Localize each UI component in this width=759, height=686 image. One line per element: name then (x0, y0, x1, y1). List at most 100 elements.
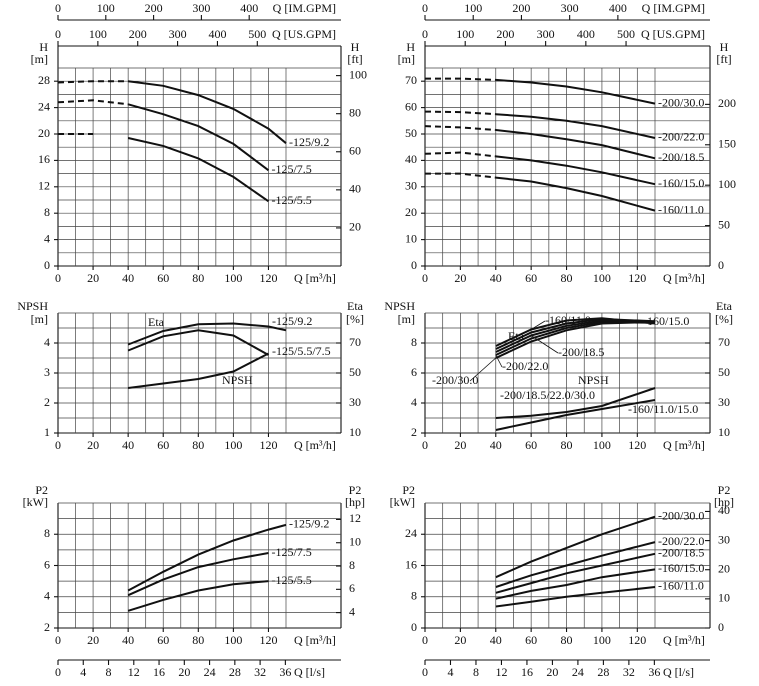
curve-dashed (57, 80, 129, 84)
y-tick-label: 8 (44, 205, 50, 219)
y2-tick-label: 10 (718, 591, 730, 605)
curve-label: -125/5.5 (271, 573, 311, 587)
top-tick-label: 500 (617, 27, 635, 41)
x-tick-label: 120 (628, 271, 646, 285)
curve (495, 552, 656, 594)
curve (495, 129, 656, 160)
y2-tick-label: 40 (349, 182, 361, 196)
x-tick-label: 100 (593, 633, 611, 647)
bottom-tick-label: 12 (128, 665, 140, 679)
y-tick-label: 1 (44, 425, 50, 439)
x-tick-label: 80 (192, 271, 204, 285)
x-tick-label: 60 (157, 633, 169, 647)
curve (127, 329, 269, 356)
curve (495, 176, 656, 212)
y2-tick-label: 0 (718, 258, 724, 272)
x-tick-label: 20 (454, 438, 466, 452)
x-tick-label: 100 (224, 633, 242, 647)
y-tick-label: 4 (44, 335, 50, 349)
leader-line (530, 320, 546, 330)
y-tick-label: 20 (38, 126, 50, 140)
y-tick-label: 6 (411, 365, 417, 379)
bottom-tick-label: 16 (153, 665, 165, 679)
y-tick-label: 8 (44, 526, 50, 540)
x-tick-label: 40 (490, 438, 502, 452)
curve-label: -200/22.0 (658, 130, 704, 144)
top-tick-label: 400 (609, 1, 627, 15)
curve-dashed (424, 125, 496, 131)
annotation: Eta (508, 329, 525, 343)
curve (495, 113, 656, 139)
x-tick-label: 40 (122, 438, 134, 452)
y-tick-label: 50 (405, 126, 417, 140)
curve-label: -200/22.0 (502, 359, 548, 373)
bottom-tick-label: 24 (204, 665, 216, 679)
curve-dashed (424, 110, 496, 116)
y2-axis-unit: [hp] (714, 495, 734, 509)
y2-tick-label: 20 (349, 220, 361, 234)
y2-tick-label: 6 (349, 581, 355, 595)
bottom-tick-label: 20 (546, 665, 558, 679)
top-tick-label: 0 (55, 27, 61, 41)
y2-axis-label: H (720, 40, 729, 54)
x-tick-label: 0 (55, 633, 61, 647)
x-tick-label: 0 (422, 438, 428, 452)
top-tick-label: 0 (55, 1, 61, 15)
y-tick-label: 16 (38, 152, 50, 166)
y-axis-label: NPSH (384, 299, 415, 313)
annotation: Eta (148, 315, 165, 329)
y-tick-label: 2 (44, 620, 50, 634)
y2-tick-label: 20 (718, 561, 730, 575)
y-tick-label: 8 (411, 335, 417, 349)
curve-label: -160/11.0 (658, 202, 704, 216)
y-tick-label: 24 (405, 526, 417, 540)
top-tick-label: 400 (240, 1, 258, 15)
leader-line (495, 354, 503, 368)
x-tick-label: 120 (259, 633, 277, 647)
y-axis-label: H (406, 40, 415, 54)
bottom-tick-label: 8 (473, 665, 479, 679)
x-tick-label: 0 (422, 271, 428, 285)
y2-tick-label: 200 (718, 96, 736, 110)
curve-label: -200/30.0 (432, 373, 478, 387)
y2-axis-unit: [%] (715, 312, 733, 326)
top-tick-label: 100 (89, 27, 107, 41)
curve (495, 78, 656, 105)
curve-label: -125/5.5/7.5 (272, 344, 331, 358)
y-tick-label: 4 (44, 589, 50, 603)
top-axis-label: Q [US.GPM] (272, 27, 336, 41)
curve-label: -200/18.5 (658, 546, 704, 560)
top-tick-label: 300 (537, 27, 555, 41)
x-tick-label: 20 (454, 633, 466, 647)
y-axis-label: P2 (402, 483, 415, 497)
top-tick-label: 0 (422, 27, 428, 41)
curve-label: -125/5.5 (271, 193, 311, 207)
y2-tick-label: 150 (718, 137, 736, 151)
y-tick-label: 12 (38, 179, 50, 193)
curve (495, 317, 656, 350)
x-axis-label: Q [m³/h] (663, 271, 705, 285)
y2-tick-label: 30 (718, 532, 730, 546)
bottom-tick-label: 16 (521, 665, 533, 679)
curve-label: -160/15.0 (658, 176, 704, 190)
y2-tick-label: 10 (718, 425, 730, 439)
curve-label: -125/9.2 (272, 314, 312, 328)
y2-axis-unit: [ft] (347, 52, 362, 66)
y-tick-label: 16 (405, 557, 417, 571)
curve-dashed (424, 151, 496, 158)
y2-tick-label: 50 (718, 217, 730, 231)
y-axis-unit: [kW] (23, 495, 48, 509)
y2-tick-label: 30 (349, 395, 361, 409)
annotation: NPSH (578, 373, 609, 387)
curve (495, 541, 656, 588)
top-tick-label: 300 (169, 27, 187, 41)
x-axis-label: Q [m³/h] (294, 633, 336, 647)
x-tick-label: 40 (490, 633, 502, 647)
y2-tick-label: 12 (349, 511, 361, 525)
y2-tick-label: 10 (349, 425, 361, 439)
x-tick-label: 0 (55, 438, 61, 452)
bottom-tick-label: 36 (279, 665, 291, 679)
curve (127, 552, 269, 597)
y-axis-unit: [m] (31, 312, 48, 326)
